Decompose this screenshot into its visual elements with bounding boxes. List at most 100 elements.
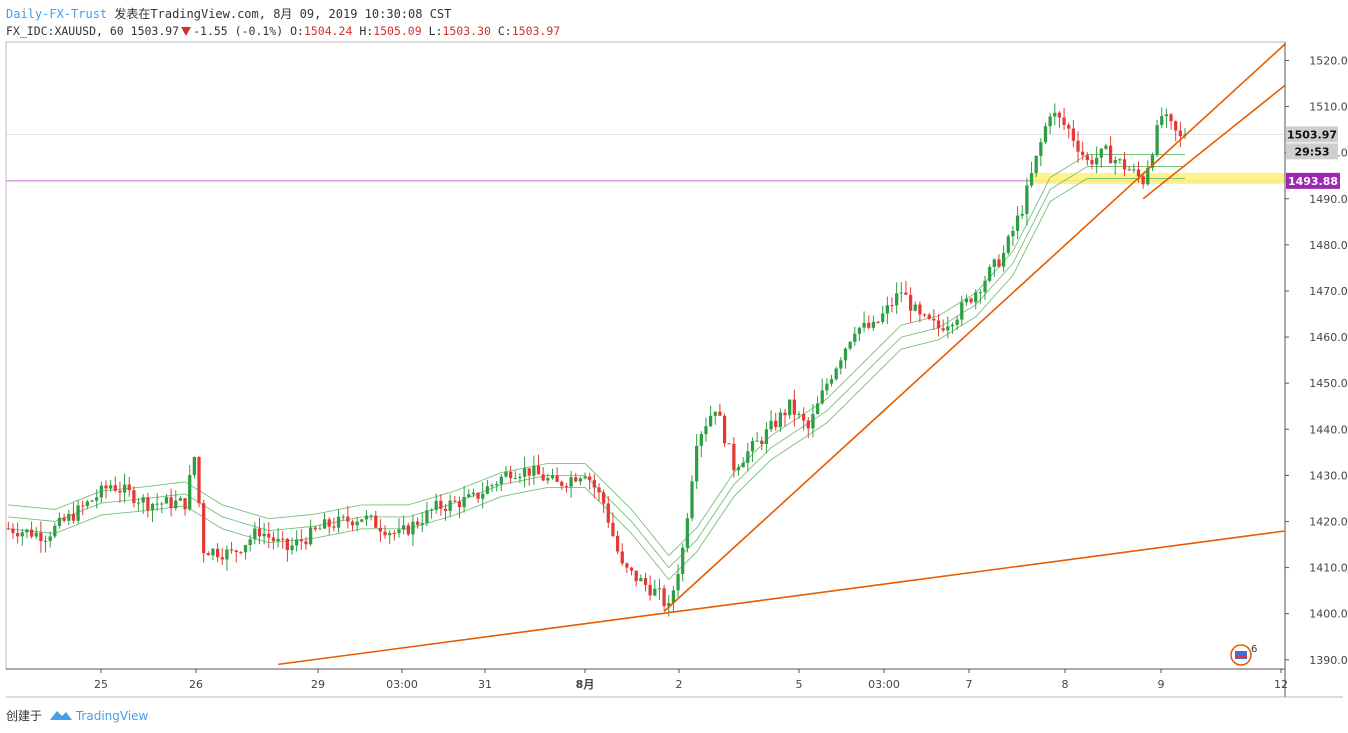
candle-up xyxy=(788,399,792,416)
candle-down xyxy=(378,527,383,532)
candle-up xyxy=(546,478,550,481)
candle-down xyxy=(374,515,378,528)
candle-up xyxy=(811,414,815,429)
candle-down xyxy=(346,516,350,522)
candle-down xyxy=(508,471,513,479)
price-tick-label: 1390.00 xyxy=(1309,654,1348,667)
candle-up xyxy=(192,457,196,476)
current-price-label: 1503.97 xyxy=(1287,128,1337,141)
candle-up xyxy=(448,500,452,511)
tradingview-brand-link[interactable]: TradingView xyxy=(75,709,149,723)
publisher-name[interactable]: Daily-FX-Trust xyxy=(6,7,108,21)
time-tick-label: 26 xyxy=(189,678,203,691)
candle-down xyxy=(271,537,276,542)
candles-group xyxy=(6,103,1187,617)
candle-down xyxy=(1141,176,1145,185)
candle-up xyxy=(881,313,885,322)
candle-up xyxy=(778,412,783,428)
countdown-label: 29:53 xyxy=(1294,145,1329,158)
trendline xyxy=(663,43,1285,612)
candle-down xyxy=(774,420,778,428)
candle-up xyxy=(983,280,987,293)
candle-down xyxy=(876,321,880,323)
candle-up xyxy=(318,528,322,530)
flag-icon xyxy=(1235,651,1247,659)
candle-up xyxy=(90,500,94,502)
price-tick-label: 1400.00 xyxy=(1309,608,1348,621)
open-value: 1504.24 xyxy=(303,24,353,38)
candle-down xyxy=(11,528,15,534)
candle-up xyxy=(364,515,369,520)
candle-up xyxy=(676,573,680,591)
symbol-label[interactable]: FX_IDC:XAUUSD, 60 xyxy=(6,24,124,38)
candle-down xyxy=(392,532,396,534)
candle-up xyxy=(85,501,90,507)
candle-up xyxy=(862,322,866,328)
candle-down xyxy=(643,578,648,585)
candle-up xyxy=(569,477,573,487)
candle-down xyxy=(29,529,34,537)
candle-up xyxy=(681,547,685,574)
chart-frame xyxy=(5,41,1343,698)
candle-up xyxy=(141,497,145,503)
candle-down xyxy=(615,535,620,552)
candle-up xyxy=(411,521,415,535)
candle-up xyxy=(295,539,299,546)
candle-up xyxy=(946,326,950,331)
candle-down xyxy=(941,328,945,331)
candle-down xyxy=(62,517,66,521)
candle-down xyxy=(1062,117,1066,125)
candle-up xyxy=(955,319,959,325)
candle-up xyxy=(769,420,773,430)
candle-up xyxy=(699,434,703,446)
candle-up xyxy=(885,305,889,314)
candle-up xyxy=(522,468,527,477)
low-label: L: xyxy=(428,24,443,38)
candle-up xyxy=(248,539,252,546)
candle-down xyxy=(1057,112,1062,118)
candle-down xyxy=(15,533,20,537)
candle-up xyxy=(857,327,862,334)
candle-down xyxy=(760,440,764,444)
candle-down xyxy=(439,500,443,509)
candle-up xyxy=(1011,230,1015,237)
candle-up xyxy=(25,529,29,533)
candle-up xyxy=(1164,114,1169,117)
candle-up xyxy=(1155,125,1159,156)
current-price-tag xyxy=(1286,126,1338,143)
candle-up xyxy=(262,533,266,537)
candle-up xyxy=(160,503,164,505)
candle-down xyxy=(383,531,387,536)
candle-down xyxy=(802,413,806,421)
candle-up xyxy=(899,292,903,294)
candle-down xyxy=(71,513,76,521)
candle-up xyxy=(1053,112,1057,117)
time-tick-label: 31 xyxy=(478,678,492,691)
candle-up xyxy=(550,475,555,479)
candle-up xyxy=(1043,126,1048,143)
candle-up xyxy=(657,588,662,590)
price-tick-label: 1430.00 xyxy=(1309,469,1348,482)
candle-up xyxy=(369,515,373,517)
candle-up xyxy=(685,518,689,548)
candle-down xyxy=(81,505,85,507)
candle-down xyxy=(215,548,220,558)
price-tick-label: 1480.00 xyxy=(1309,239,1348,252)
candle-up xyxy=(532,465,536,476)
candle-down xyxy=(443,508,448,511)
time-tick-label: 7 xyxy=(966,678,973,691)
candle-up xyxy=(704,426,708,435)
candle-up xyxy=(746,451,750,463)
candle-up xyxy=(490,485,494,487)
candle-down xyxy=(206,553,210,556)
candle-down xyxy=(1169,114,1173,122)
candle-up xyxy=(583,476,587,479)
candle-down xyxy=(267,533,271,538)
candle-up xyxy=(1039,142,1043,156)
candle-up xyxy=(815,403,820,415)
candle-down xyxy=(662,588,666,607)
candle-down xyxy=(969,298,973,303)
events-badge: 6 xyxy=(1230,644,1257,666)
footer: 创建于 TradingView xyxy=(6,707,148,724)
